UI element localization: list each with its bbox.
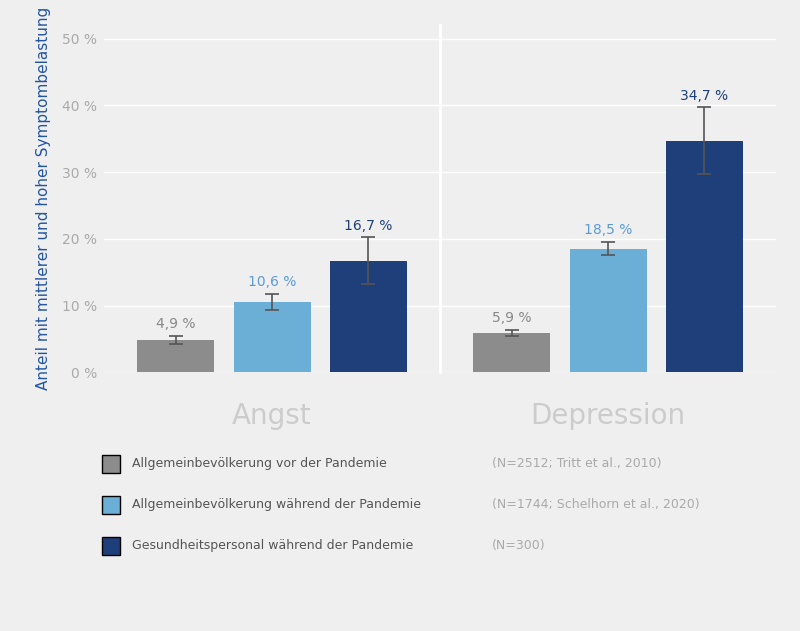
Text: (N=300): (N=300) (492, 540, 546, 552)
Text: (N=2512; Tritt et al., 2010): (N=2512; Tritt et al., 2010) (492, 457, 662, 470)
Bar (570, 249, 646, 372)
Bar (138, 339, 214, 372)
Text: Allgemeinbevölkerung während der Pandemie: Allgemeinbevölkerung während der Pandemi… (132, 498, 421, 511)
Text: 10,6 %: 10,6 % (248, 275, 296, 289)
Bar (474, 333, 550, 372)
Text: 16,7 %: 16,7 % (344, 219, 393, 233)
Text: 4,9 %: 4,9 % (156, 317, 195, 331)
Text: 18,5 %: 18,5 % (584, 223, 632, 237)
Y-axis label: Anteil mit mittlerer und hoher Symptombelastung: Anteil mit mittlerer und hoher Symptombe… (36, 7, 51, 391)
Text: Angst: Angst (232, 403, 312, 430)
Text: 34,7 %: 34,7 % (680, 89, 728, 103)
Text: Allgemeinbevölkerung vor der Pandemie: Allgemeinbevölkerung vor der Pandemie (132, 457, 386, 470)
Text: Depression: Depression (530, 403, 686, 430)
Bar (234, 302, 310, 372)
Bar (666, 141, 742, 372)
Text: 5,9 %: 5,9 % (492, 311, 531, 325)
Text: Gesundheitspersonal während der Pandemie: Gesundheitspersonal während der Pandemie (132, 540, 414, 552)
Bar (330, 261, 406, 372)
Text: (N=1744; Schelhorn et al., 2020): (N=1744; Schelhorn et al., 2020) (492, 498, 700, 511)
